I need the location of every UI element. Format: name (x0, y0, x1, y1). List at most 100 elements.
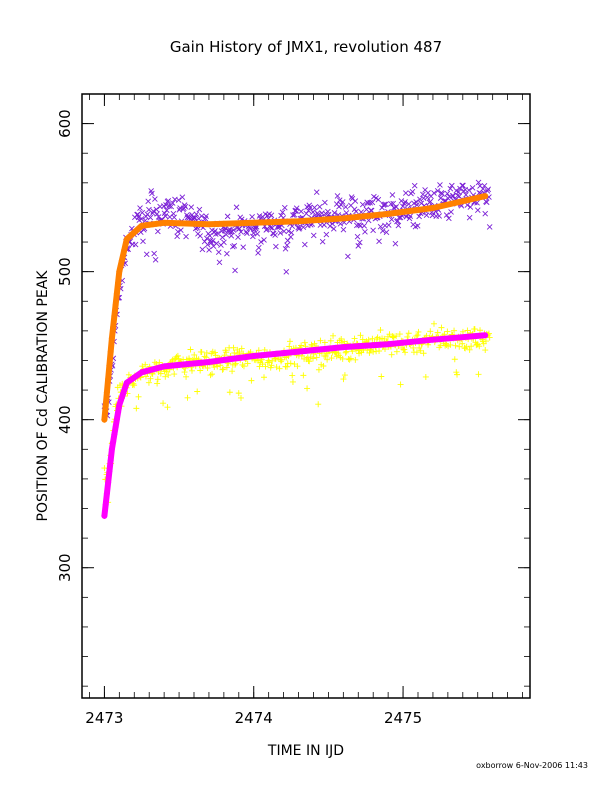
data-point (486, 334, 493, 341)
fit-point (105, 479, 112, 486)
data-point (171, 371, 178, 378)
data-point (330, 225, 337, 232)
data-point (273, 364, 280, 371)
data-point (328, 355, 335, 362)
data-point (466, 214, 473, 221)
fit-point (385, 341, 392, 348)
fit-point (116, 268, 123, 275)
data-point (475, 179, 482, 186)
data-point (156, 359, 163, 366)
data-point (310, 209, 316, 215)
data-point (249, 213, 255, 220)
fit-point (113, 290, 120, 297)
data-point (276, 365, 283, 372)
data-point (268, 212, 275, 219)
data-point (181, 202, 188, 208)
data-point (175, 197, 182, 203)
fit-point (117, 263, 124, 270)
data-point (484, 188, 491, 194)
fit-point (325, 216, 332, 223)
fit-point (117, 398, 124, 405)
data-point (377, 223, 384, 230)
data-point (362, 228, 368, 235)
y-tick-label: 300 (56, 553, 74, 582)
data-point (313, 189, 320, 196)
data-point (281, 228, 287, 235)
data-point (171, 214, 177, 221)
fit-point (243, 220, 250, 227)
fit-point (146, 367, 153, 374)
fit-point (317, 216, 324, 223)
data-point (163, 207, 170, 214)
data-point (427, 328, 434, 335)
data-point (142, 361, 149, 368)
data-point (196, 206, 203, 213)
data-point (460, 182, 466, 189)
data-point (405, 330, 412, 337)
data-point (402, 349, 409, 356)
data-point (381, 201, 388, 208)
data-point (240, 363, 247, 370)
x-tick-label: 2475 (384, 709, 422, 727)
data-point (261, 374, 268, 381)
data-point (370, 348, 377, 355)
data-point (446, 215, 452, 222)
data-point (197, 233, 203, 239)
data-point (198, 348, 205, 355)
fit-point (102, 403, 109, 410)
fit-point (464, 197, 471, 204)
data-point (311, 204, 318, 211)
data-point (352, 198, 359, 204)
data-point (463, 343, 470, 350)
fit-point (370, 212, 377, 219)
fit-point (258, 219, 265, 226)
data-point (278, 356, 285, 363)
fit-point (332, 215, 339, 222)
data-point (235, 234, 241, 240)
data-point (294, 363, 301, 370)
data-point (439, 191, 445, 197)
data-point (407, 213, 414, 220)
data-point (414, 332, 421, 339)
data-point (184, 394, 191, 401)
data-point (369, 199, 376, 206)
fit-point (347, 343, 354, 350)
data-point (422, 373, 429, 380)
data-point (415, 328, 422, 335)
fit-point (464, 333, 471, 340)
data-point (409, 188, 416, 195)
data-point (382, 201, 389, 208)
data-point (145, 198, 152, 205)
fit-point (235, 355, 242, 362)
fit-point (108, 446, 115, 453)
data-point (233, 204, 240, 211)
data-point (155, 228, 161, 235)
fit-point (121, 387, 128, 394)
data-point (139, 363, 146, 370)
data-point (224, 213, 231, 220)
data-point (379, 228, 386, 234)
fit-point (400, 208, 407, 215)
fit-point (273, 350, 280, 357)
data-point (388, 351, 395, 358)
data-point (179, 194, 186, 200)
data-point (459, 328, 466, 335)
data-point (316, 204, 323, 210)
data-point (219, 234, 226, 241)
data-point (459, 182, 466, 189)
fit-point (110, 324, 117, 331)
data-point (266, 359, 273, 366)
data-point (392, 240, 399, 247)
fit-point (183, 361, 190, 368)
data-point (337, 220, 344, 227)
data-point (142, 373, 149, 380)
fit-point (176, 220, 183, 227)
data-point (339, 199, 346, 205)
data-point (298, 208, 304, 215)
data-point (238, 345, 245, 352)
data-point (135, 393, 142, 400)
data-point (219, 366, 226, 373)
data-point (183, 373, 190, 380)
data-point (482, 338, 489, 345)
footer-timestamp: oxborrow 6-Nov-2006 11:43 (476, 761, 588, 770)
